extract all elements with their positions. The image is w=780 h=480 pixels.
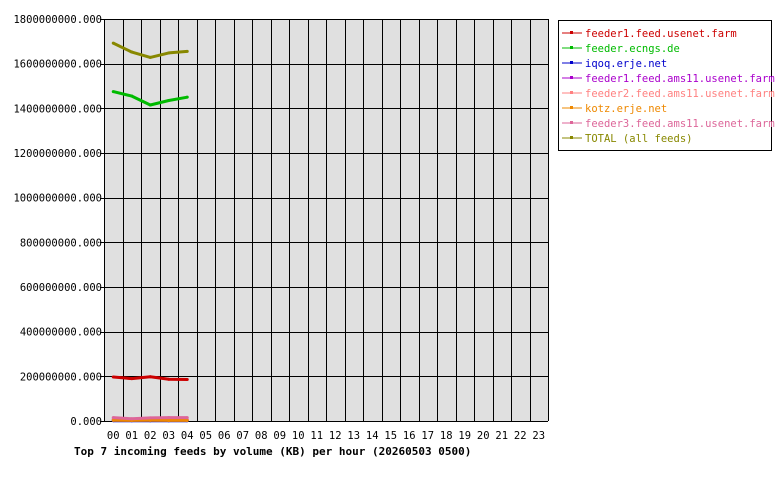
- data-point: [111, 90, 115, 94]
- y-tick-label: 1800000000.000: [13, 14, 102, 26]
- legend-label: feeder.ecngs.de: [585, 43, 680, 55]
- y-tick-label: 800000000.000: [20, 237, 102, 249]
- x-tick-label: 05: [199, 430, 212, 442]
- x-tick-label: 23: [532, 430, 545, 442]
- legend-marker: [570, 46, 573, 49]
- data-point: [167, 51, 171, 55]
- x-tick-label: 12: [329, 430, 342, 442]
- data-point: [111, 416, 115, 420]
- legend-label: feeder3.feed.ams11.usenet.farm: [585, 118, 775, 130]
- data-point: [185, 95, 189, 99]
- data-point: [130, 94, 134, 98]
- data-point: [148, 418, 152, 422]
- y-tick-label: 600000000.000: [20, 282, 102, 294]
- x-tick-label: 14: [366, 430, 379, 442]
- legend-box: [558, 20, 772, 151]
- x-tick-label: 17: [421, 430, 434, 442]
- y-tick-label: 400000000.000: [20, 327, 102, 339]
- data-point: [185, 49, 189, 53]
- data-point: [111, 41, 115, 45]
- legend-label: kotz.erje.net: [585, 103, 667, 115]
- x-tick-label: 11: [310, 430, 323, 442]
- data-point: [185, 418, 189, 422]
- series-layer: [111, 41, 189, 423]
- data-point: [167, 416, 171, 420]
- x-tick-label: 01: [125, 430, 138, 442]
- x-tick-label: 21: [495, 430, 508, 442]
- data-point: [185, 377, 189, 381]
- data-point: [167, 418, 171, 422]
- legend-marker: [570, 31, 573, 34]
- legend-marker: [570, 106, 573, 109]
- data-point: [167, 99, 171, 103]
- x-tick-label: 00: [107, 430, 120, 442]
- x-tick-label: 20: [477, 430, 490, 442]
- x-tick-label: 06: [218, 430, 231, 442]
- y-tick-label: 1600000000.000: [13, 59, 102, 71]
- y-tick-label: 1400000000.000: [13, 103, 102, 115]
- data-point: [148, 375, 152, 379]
- legend-marker: [570, 136, 573, 139]
- data-point: [185, 416, 189, 420]
- x-tick-label: 04: [181, 430, 194, 442]
- legend-label: feeder1.feed.usenet.farm: [585, 28, 737, 40]
- x-tick-label: 13: [347, 430, 360, 442]
- data-point: [130, 417, 134, 421]
- x-tick-label: 02: [144, 430, 157, 442]
- data-point: [130, 377, 134, 381]
- x-tick-label: 18: [440, 430, 453, 442]
- y-tick-label: 1200000000.000: [13, 148, 102, 160]
- legend: feeder1.feed.usenet.farm feeder.ecngs.de i…: [558, 20, 775, 151]
- data-point: [148, 416, 152, 420]
- legend-marker: [570, 61, 573, 64]
- legend-label: feeder1.feed.ams11.usenet.farm: [585, 73, 775, 85]
- x-tick-label: 09: [273, 430, 286, 442]
- x-tick-label: 22: [514, 430, 527, 442]
- y-tick-label: 1000000000.000: [13, 193, 102, 205]
- data-point: [148, 103, 152, 107]
- data-point: [130, 50, 134, 54]
- data-point: [111, 418, 115, 422]
- legend-marker: [570, 121, 573, 124]
- plot-area: [100, 19, 549, 422]
- y-tick-label: 0.000: [70, 416, 102, 428]
- y-axis-ticks: 0.000 200000000.000 400000000.000 600000000…: [13, 14, 102, 428]
- x-axis-ticks: 00 01 02 03 04 05 06 07 08 09 10 11 12 13 14 15 16 17 18 19…: [107, 430, 545, 442]
- x-tick-label: 07: [236, 430, 249, 442]
- legend-marker: [570, 91, 573, 94]
- legend-label: feeder2.feed.ams11.usenet.farm: [585, 88, 775, 100]
- x-tick-label: 19: [458, 430, 471, 442]
- data-point: [167, 377, 171, 381]
- data-point: [148, 55, 152, 59]
- legend-label: TOTAL (all feeds): [585, 133, 692, 145]
- legend-label: iqoq.erje.net: [585, 58, 667, 70]
- data-point: [111, 375, 115, 379]
- x-tick-label: 15: [384, 430, 397, 442]
- x-tick-label: 08: [255, 430, 268, 442]
- legend-marker: [570, 76, 573, 79]
- y-tick-label: 200000000.000: [20, 371, 102, 383]
- x-tick-label: 10: [292, 430, 305, 442]
- x-tick-label: 16: [403, 430, 416, 442]
- chart-title: Top 7 incoming feeds by volume (KB) per …: [74, 445, 471, 458]
- x-tick-label: 03: [162, 430, 175, 442]
